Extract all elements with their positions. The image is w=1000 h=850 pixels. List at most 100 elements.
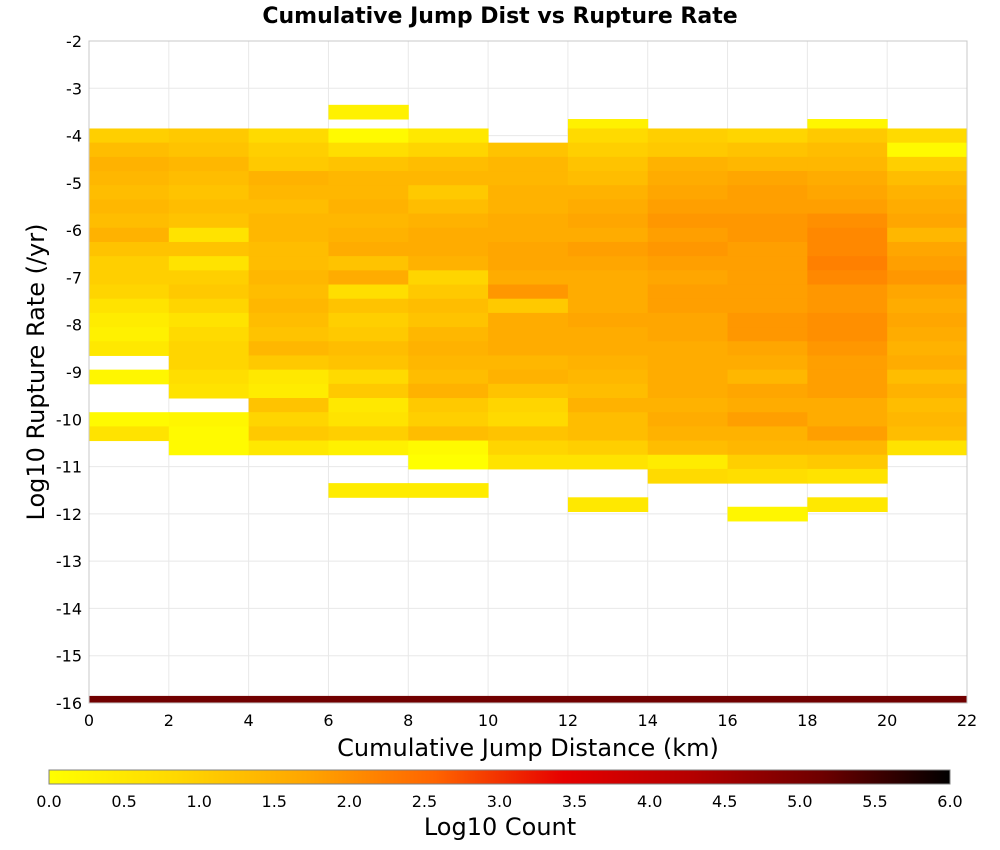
y-tick-label: -13 (56, 552, 82, 571)
heatmap-cell (807, 440, 888, 456)
heatmap-cell (807, 241, 888, 257)
heatmap-cell (727, 440, 808, 456)
colorbar-tick-label: 5.5 (862, 792, 887, 811)
heatmap-cell (248, 241, 329, 257)
heatmap-cell (727, 454, 808, 470)
heatmap-cell (488, 398, 569, 413)
heatmap-cell (248, 327, 329, 342)
heatmap-cell (408, 213, 489, 229)
heatmap-cell (248, 355, 329, 371)
heatmap-cell (328, 241, 409, 257)
heatmap-cell (248, 128, 329, 144)
heatmap-cell (807, 213, 888, 229)
heatmap-cell (807, 468, 888, 484)
heatmap-cell (408, 398, 489, 413)
heatmap-cell (328, 284, 409, 300)
y-tick-label: -12 (56, 505, 82, 524)
heatmap-cell (807, 312, 888, 328)
colorbar-ticks: 0.0 0.5 1.0 1.5 2.0 2.5 3.0 3.5 4.0 4.5 5.0 5.5 6.0 (36, 792, 962, 811)
heatmap-cell (647, 454, 729, 470)
heatmap-cell (567, 213, 649, 229)
heatmap-cell (408, 142, 489, 158)
heatmap-cell (408, 355, 489, 371)
colorbar-label: Log10 Count (424, 813, 576, 841)
y-axis-ticks: -2 -3 -4 -5 -6 -7 -8 -9 -10 -11 -12 -13 -14 -15 -16 (56, 32, 82, 713)
heatmap-cell (807, 128, 888, 144)
heatmap-cell (488, 171, 569, 186)
heatmap-cell (887, 241, 968, 257)
heatmap-cell (647, 369, 729, 385)
heatmap-cell (248, 440, 329, 456)
heatmap-cell (328, 213, 409, 229)
colorbar-tick-label: 2.5 (412, 792, 437, 811)
heatmap-cell (807, 383, 888, 399)
heatmap-cell (887, 312, 968, 328)
heatmap-cell (887, 426, 968, 442)
heatmap-cell (647, 426, 729, 442)
heatmap-cell (89, 142, 170, 158)
heatmap-cell (408, 128, 489, 144)
heatmap-cell (248, 369, 329, 385)
heatmap-cell (89, 213, 170, 229)
heatmap-cell (647, 355, 729, 371)
y-tick-label: -4 (66, 127, 82, 146)
heatmap-cell (328, 227, 409, 243)
heatmap-cell (408, 284, 489, 300)
heatmap-cell (488, 369, 569, 385)
heatmap-cell (168, 227, 250, 243)
heatmap-cell (248, 298, 329, 314)
plot-frame (88, 40, 968, 704)
heatmap-cell (887, 440, 968, 456)
heatmap-cell (567, 369, 649, 385)
heatmap-cell (168, 241, 250, 257)
colorbar-tick-label: 5.0 (787, 792, 812, 811)
heatmap-cell (567, 454, 649, 470)
heatmap-cell (168, 327, 250, 342)
heatmap-cell (248, 341, 329, 356)
heatmap-cell (89, 312, 170, 328)
heatmap-cell (168, 355, 250, 371)
heatmap-cell (168, 440, 250, 456)
heatmap-cell (168, 185, 250, 200)
heatmap-cell (647, 171, 729, 186)
heatmap-cell (567, 327, 649, 342)
heatmap-cell (567, 270, 649, 286)
heatmap-cell (567, 241, 649, 257)
x-axis-label: Cumulative Jump Distance (km) (337, 734, 719, 762)
heatmap-cell (248, 142, 329, 158)
heatmap-cell (647, 142, 729, 158)
heatmap-cell (887, 128, 968, 144)
heatmap-cell (248, 185, 329, 200)
heatmap-cell (807, 398, 888, 413)
x-tick-label: 18 (797, 711, 817, 730)
heatmap-cell (647, 398, 729, 413)
heatmap-cell (168, 213, 250, 229)
heatmap-cell (807, 270, 888, 286)
heatmap-cell (248, 227, 329, 243)
colorbar-tick-label: 0.5 (111, 792, 136, 811)
heatmap-cell (887, 270, 968, 286)
heatmap-cell (89, 256, 170, 271)
heatmap-cell (168, 426, 250, 442)
x-tick-label: 6 (323, 711, 333, 730)
heatmap-cell (248, 199, 329, 215)
heatmap-cell (248, 284, 329, 300)
heatmap-cell (807, 327, 888, 342)
y-tick-label: -6 (66, 221, 82, 240)
x-tick-label: 0 (84, 711, 94, 730)
heatmap-cell (89, 412, 170, 427)
heatmap-cell (567, 341, 649, 356)
y-tick-label: -5 (66, 174, 82, 193)
heatmap-cell (488, 256, 569, 271)
heatmap-cell (89, 284, 170, 300)
heatmap-cell (647, 128, 729, 144)
heatmap-cell (328, 355, 409, 371)
heatmap-cell (248, 171, 329, 186)
heatmap-cell (328, 185, 409, 200)
heatmap-cell (727, 256, 808, 271)
heatmap-cell (408, 426, 489, 442)
heatmap-cell (89, 426, 170, 442)
colorbar-tick-label: 6.0 (937, 792, 962, 811)
heatmap-cell (328, 298, 409, 314)
